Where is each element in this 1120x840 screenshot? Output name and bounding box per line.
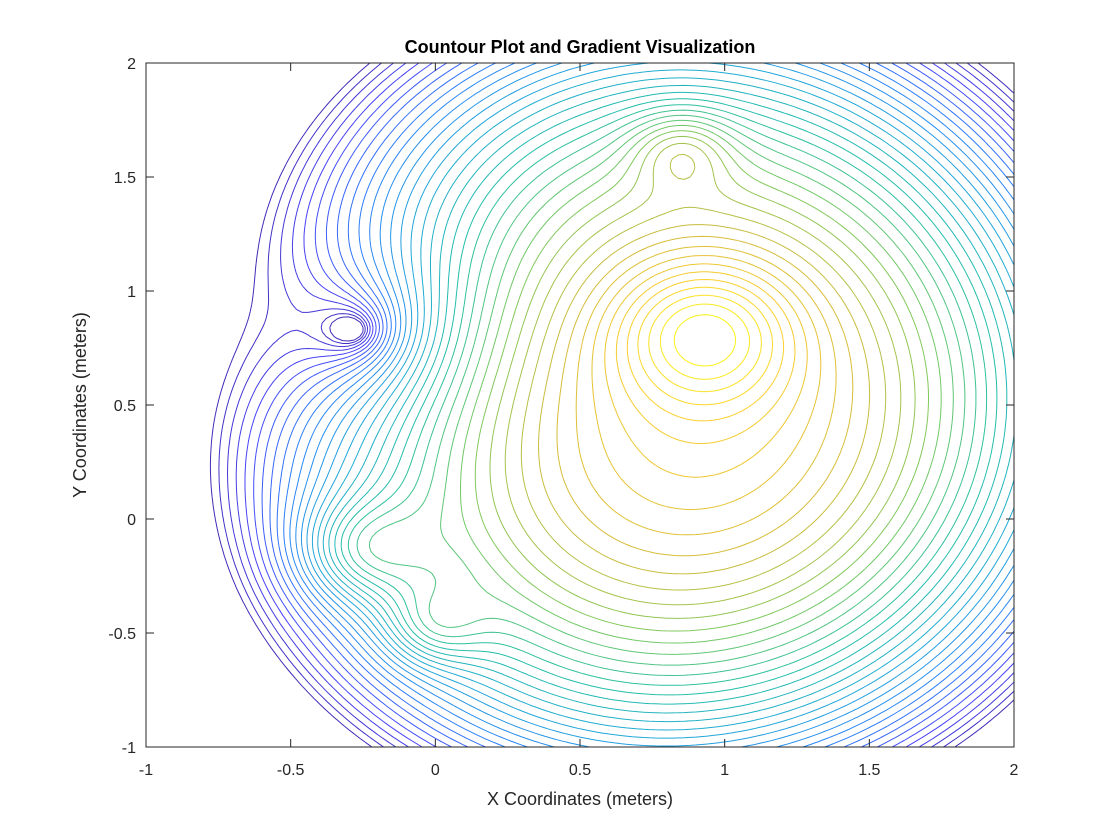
- chart-title: Countour Plot and Gradient Visualization: [405, 37, 756, 57]
- contour-level-line: [295, 62, 1015, 748]
- contour-level-line: [504, 142, 902, 606]
- contour-level-line: [253, 62, 1015, 748]
- contour-level-line: [235, 62, 1015, 748]
- contour-level-line: [317, 69, 1015, 731]
- contour-level-line: [626, 279, 785, 422]
- contour-level-line: [637, 286, 773, 406]
- contour-lines: [209, 62, 1015, 748]
- contour-level-line: [340, 98, 998, 696]
- x-tick-label: 1.5: [858, 762, 880, 779]
- x-tick-label: -0.5: [277, 762, 305, 779]
- y-axis-label: Y Coordinates (meters): [70, 312, 90, 498]
- y-tick-label: -1: [122, 740, 136, 757]
- contour-level-line: [322, 77, 1015, 723]
- x-tick-label: 1: [720, 762, 729, 779]
- contour-level-line: [556, 235, 854, 557]
- y-tick-label: 2: [127, 56, 136, 73]
- contour-level-line: [269, 62, 1015, 748]
- contour-level-line: [538, 224, 871, 575]
- contour-level-line: [460, 124, 942, 644]
- x-tick-label: 0.5: [569, 762, 591, 779]
- contour-level-line: [347, 104, 988, 686]
- contour-level-line: [673, 314, 737, 367]
- contour-level-line: [356, 109, 977, 676]
- contour-level-line: [261, 62, 1015, 748]
- contour-level-line: [591, 255, 822, 511]
- contour-level-line: [489, 135, 916, 619]
- contour-level-line: [283, 62, 1015, 748]
- contour-level-line: [520, 153, 887, 591]
- y-tick-label: 1: [127, 284, 136, 301]
- contour-level-line: [244, 62, 1015, 748]
- x-tick-label: -1: [139, 762, 153, 779]
- y-tick-label: 1.5: [114, 170, 136, 187]
- contour-level-line: [276, 62, 1015, 748]
- contour-level-line: [311, 62, 1015, 739]
- y-tick-label: 0: [127, 512, 136, 529]
- contour-level-line: [474, 130, 929, 632]
- x-tick-label: 2: [1010, 762, 1019, 779]
- contour-level-line: [300, 62, 1015, 748]
- contour-level-line: [659, 303, 751, 380]
- contour-level-line: [648, 294, 762, 393]
- contour-level-line: [368, 114, 966, 666]
- contour-level-line: [615, 271, 796, 445]
- contour-level-line: [227, 62, 1015, 748]
- x-tick-label: 0: [431, 762, 440, 779]
- contour-level-line: [289, 62, 1015, 748]
- y-tick-label: 0.5: [114, 398, 136, 415]
- contour-level-line: [604, 263, 808, 478]
- axis-ticks: -1 -0.5 0 0.5 1 1.5 2 -1 -0.5 0 0.5 1 1.5 2: [108, 56, 1018, 779]
- contour-level-line: [306, 62, 1015, 747]
- contour-level-line: [575, 246, 837, 536]
- contour-level-line: [334, 91, 1008, 705]
- contour-level-line: [209, 62, 1015, 748]
- x-axis-label: X Coordinates (meters): [487, 789, 673, 809]
- contour-level-line: [218, 62, 1015, 748]
- contour-level-line: [440, 119, 954, 655]
- y-tick-label: -0.5: [108, 626, 136, 643]
